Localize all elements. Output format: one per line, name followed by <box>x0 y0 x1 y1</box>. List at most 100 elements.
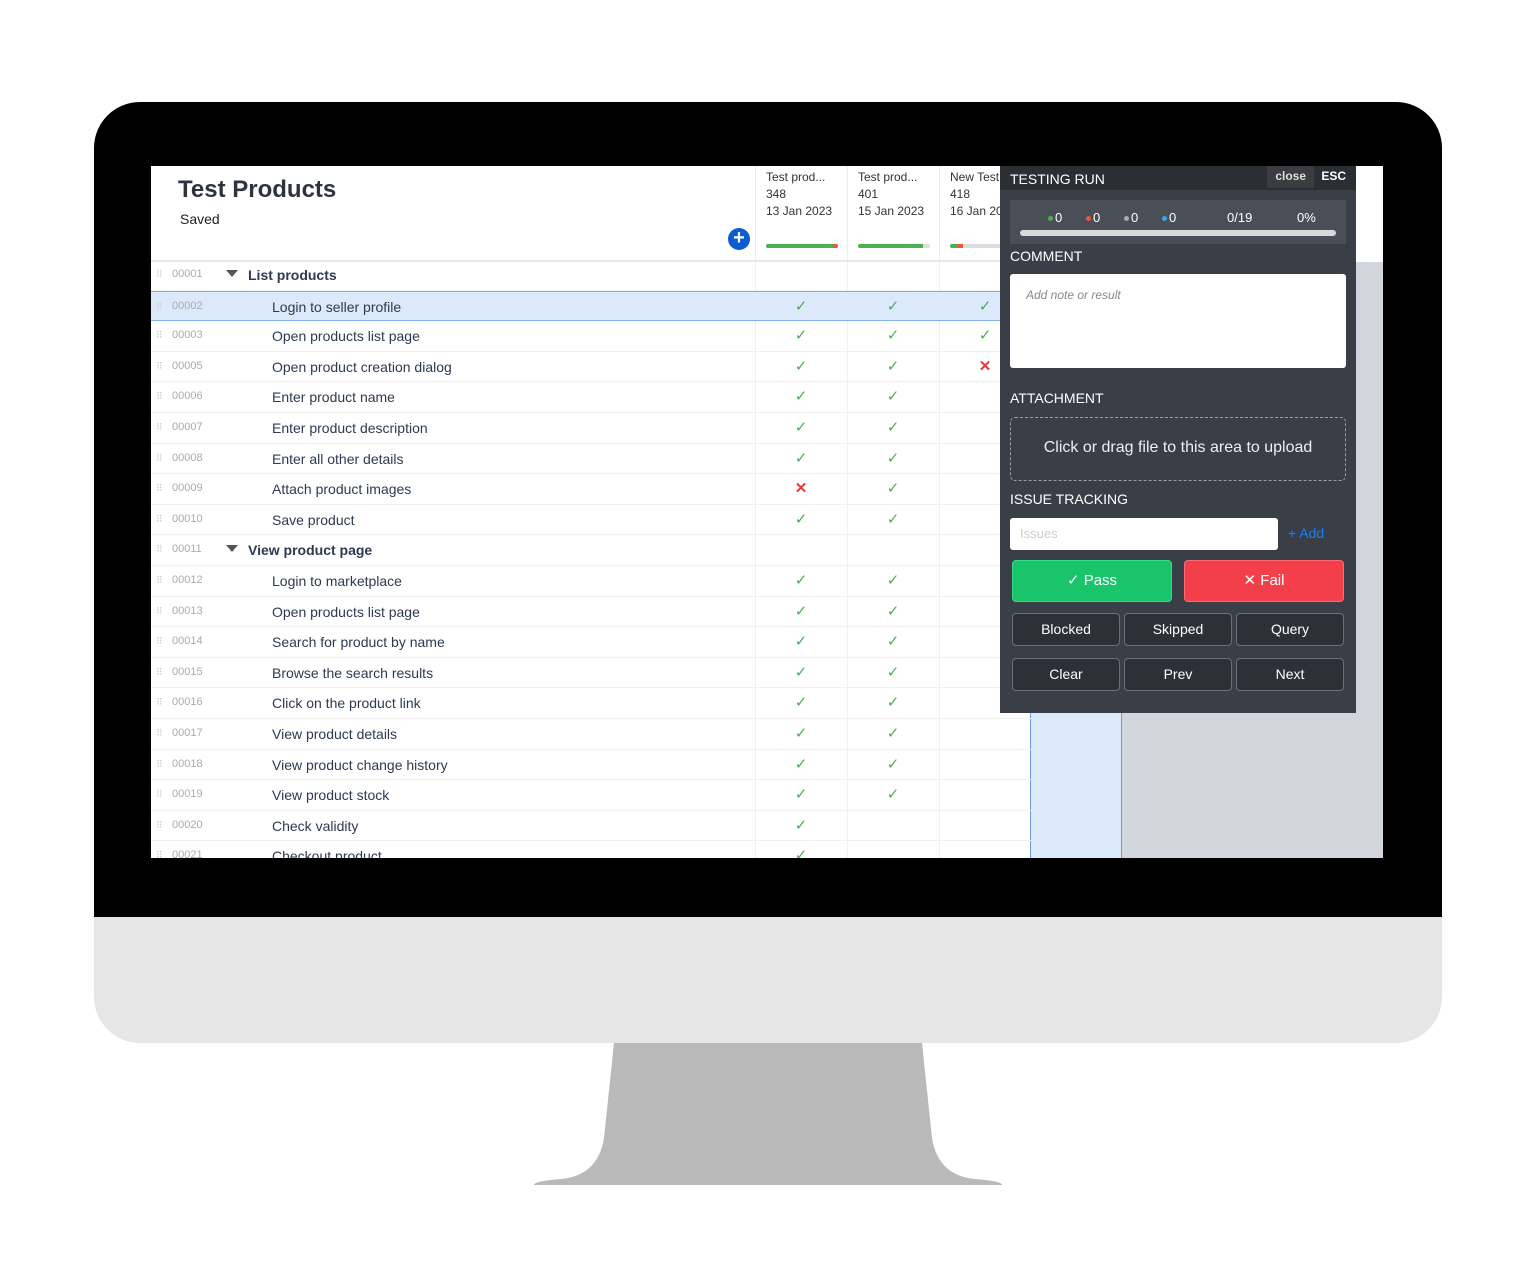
check-icon[interactable]: ✓ <box>886 327 900 345</box>
check-icon[interactable]: ✓ <box>886 694 900 712</box>
check-icon[interactable]: ✓ <box>886 572 900 589</box>
drag-handle-icon[interactable]: ⠿ <box>156 391 163 402</box>
check-icon[interactable]: ✓ <box>886 357 900 375</box>
check-icon[interactable]: ✓ <box>794 755 808 773</box>
drag-handle-icon[interactable]: ⠿ <box>156 789 163 800</box>
pass-button[interactable]: ✓ Pass <box>1012 560 1172 602</box>
check-icon[interactable]: ✓ <box>978 297 992 315</box>
table-row[interactable]: ⠿ 00007 Enter product description ✓ ✓ <box>151 413 1031 444</box>
cross-icon[interactable]: ✕ <box>794 480 808 498</box>
drag-handle-icon[interactable]: ⠿ <box>156 728 163 738</box>
table-row[interactable]: ⠿ 00013 Open products list page ✓ ✓ <box>151 597 1031 628</box>
drag-handle-icon[interactable]: ⠿ <box>156 758 163 769</box>
check-icon[interactable]: ✓ <box>794 694 808 712</box>
caret-down-icon[interactable] <box>226 270 238 277</box>
comment-input[interactable]: Add note or result <box>1010 274 1346 368</box>
skipped-button[interactable]: Skipped <box>1124 613 1232 646</box>
check-icon[interactable]: ✓ <box>794 602 808 620</box>
check-icon[interactable]: ✓ <box>794 786 808 804</box>
app-screen: Test Products Saved + Test prod... 348 13 … <box>151 166 1383 858</box>
drag-handle-icon[interactable]: ⠿ <box>156 666 163 677</box>
row-id: 00008 <box>172 451 203 464</box>
check-icon[interactable]: ✓ <box>794 357 808 375</box>
blocked-button[interactable]: Blocked <box>1012 613 1120 646</box>
table-row[interactable]: ⠿ 00010 Save product ✓ ✓ <box>151 505 1031 536</box>
check-icon[interactable]: ✓ <box>886 663 900 681</box>
drag-handle-icon[interactable]: ⠿ <box>156 636 163 647</box>
drag-handle-icon[interactable]: ⠿ <box>156 452 163 463</box>
group-row[interactable]: ⠿ 00001 List products <box>151 260 1031 291</box>
table-row[interactable]: ⠿ 00006 Enter product name ✓ ✓ <box>151 382 1031 413</box>
check-icon[interactable]: ✓ <box>794 297 808 315</box>
table-row[interactable]: ⠿ 00015 Browse the search results ✓ ✓ <box>151 658 1031 689</box>
table-row[interactable]: ⠿ 00017 View product details ✓ ✓ <box>151 719 1031 750</box>
check-icon[interactable]: ✓ <box>886 510 900 528</box>
run-column-header[interactable]: New Test 418 16 Jan 20 <box>939 166 1031 260</box>
drag-handle-icon[interactable]: ⠿ <box>156 697 163 708</box>
run-column-header[interactable]: Test prod... 348 13 Jan 2023 <box>755 166 847 260</box>
cross-icon[interactable]: ✕ <box>978 357 992 375</box>
table-row[interactable]: ⠿ 00018 View product change history ✓ ✓ <box>151 750 1031 781</box>
drag-handle-icon[interactable]: ⠿ <box>156 483 163 494</box>
check-icon[interactable]: ✓ <box>794 633 808 651</box>
check-icon[interactable]: ✓ <box>794 663 808 681</box>
next-button[interactable]: Next <box>1236 658 1344 691</box>
close-button[interactable]: close <box>1267 166 1314 188</box>
drag-handle-icon[interactable]: ⠿ <box>156 544 163 555</box>
check-icon[interactable]: ✓ <box>794 572 808 589</box>
table-row[interactable]: ⠿ 00014 Search for product by name ✓ ✓ <box>151 627 1031 658</box>
clear-button[interactable]: Clear <box>1012 658 1120 691</box>
check-icon[interactable]: ✓ <box>886 297 900 315</box>
drag-handle-icon[interactable]: ⠿ <box>156 422 163 432</box>
monitor-chin <box>94 917 1442 1043</box>
row-id: 00011 <box>172 543 202 556</box>
check-icon[interactable]: ✓ <box>794 816 808 834</box>
group-row[interactable]: ⠿ 00011 View product page <box>151 535 1031 566</box>
table-row[interactable]: ⠿ 00020 Check validity ✓ <box>151 811 1031 842</box>
check-icon[interactable]: ✓ <box>978 327 992 345</box>
drag-handle-icon[interactable]: ⠿ <box>156 575 163 585</box>
caret-down-icon[interactable] <box>226 545 238 553</box>
table-row[interactable]: ⠿ 00008 Enter all other details ✓ ✓ <box>151 444 1031 475</box>
table-row[interactable]: ⠿ 00009 Attach product images ✕ ✓ <box>151 474 1031 505</box>
check-icon[interactable]: ✓ <box>886 755 900 773</box>
check-icon[interactable]: ✓ <box>794 419 808 436</box>
check-icon[interactable]: ✓ <box>886 449 900 467</box>
upload-dropzone[interactable]: Click or drag file to this area to uploa… <box>1010 417 1346 481</box>
run-column-header[interactable]: Test prod... 401 15 Jan 2023 <box>847 166 939 260</box>
check-icon[interactable]: ✓ <box>794 847 808 858</box>
table-row[interactable]: ⠿ 00003 Open products list page ✓ ✓ ✓ <box>151 321 1031 352</box>
check-icon[interactable]: ✓ <box>794 510 808 528</box>
drag-handle-icon[interactable]: ⠿ <box>156 513 163 524</box>
drag-handle-icon[interactable]: ⠿ <box>156 330 163 341</box>
drag-handle-icon[interactable]: ⠿ <box>156 819 163 830</box>
add-run-button[interactable]: + <box>728 228 750 250</box>
drag-handle-icon[interactable]: ⠿ <box>156 269 163 279</box>
table-row[interactable]: ⠿ 00019 View product stock ✓ ✓ <box>151 780 1031 811</box>
check-icon[interactable]: ✓ <box>886 419 900 436</box>
drag-handle-icon[interactable]: ⠿ <box>156 360 163 371</box>
table-row[interactable]: ⠿ 00021 Checkout product ✓ <box>151 841 1031 858</box>
check-icon[interactable]: ✓ <box>794 449 808 467</box>
check-icon[interactable]: ✓ <box>886 602 900 620</box>
check-icon[interactable]: ✓ <box>794 388 808 406</box>
check-icon[interactable]: ✓ <box>886 725 900 742</box>
issues-input[interactable]: Issues <box>1010 518 1278 550</box>
fail-button[interactable]: ✕ Fail <box>1184 560 1344 602</box>
drag-handle-icon[interactable]: ⠿ <box>156 850 163 858</box>
check-icon[interactable]: ✓ <box>886 480 900 498</box>
prev-button[interactable]: Prev <box>1124 658 1232 691</box>
table-row[interactable]: ⠿ 00012 Login to marketplace ✓ ✓ <box>151 566 1031 597</box>
check-icon[interactable]: ✓ <box>794 725 808 742</box>
drag-handle-icon[interactable]: ⠿ <box>156 300 163 311</box>
check-icon[interactable]: ✓ <box>886 388 900 406</box>
drag-handle-icon[interactable]: ⠿ <box>156 605 163 616</box>
table-row[interactable]: ⠿ 00016 Click on the product link ✓ ✓ <box>151 688 1031 719</box>
check-icon[interactable]: ✓ <box>794 327 808 345</box>
table-row[interactable]: ⠿ 00005 Open product creation dialog ✓ ✓ ✕ <box>151 352 1031 383</box>
check-icon[interactable]: ✓ <box>886 633 900 651</box>
query-button[interactable]: Query <box>1236 613 1344 646</box>
check-icon[interactable]: ✓ <box>886 786 900 804</box>
add-issue-link[interactable]: + Add <box>1288 525 1325 541</box>
table-row[interactable]: ⠿ 00002 Login to seller profile ✓ ✓ ✓ <box>151 290 1031 322</box>
